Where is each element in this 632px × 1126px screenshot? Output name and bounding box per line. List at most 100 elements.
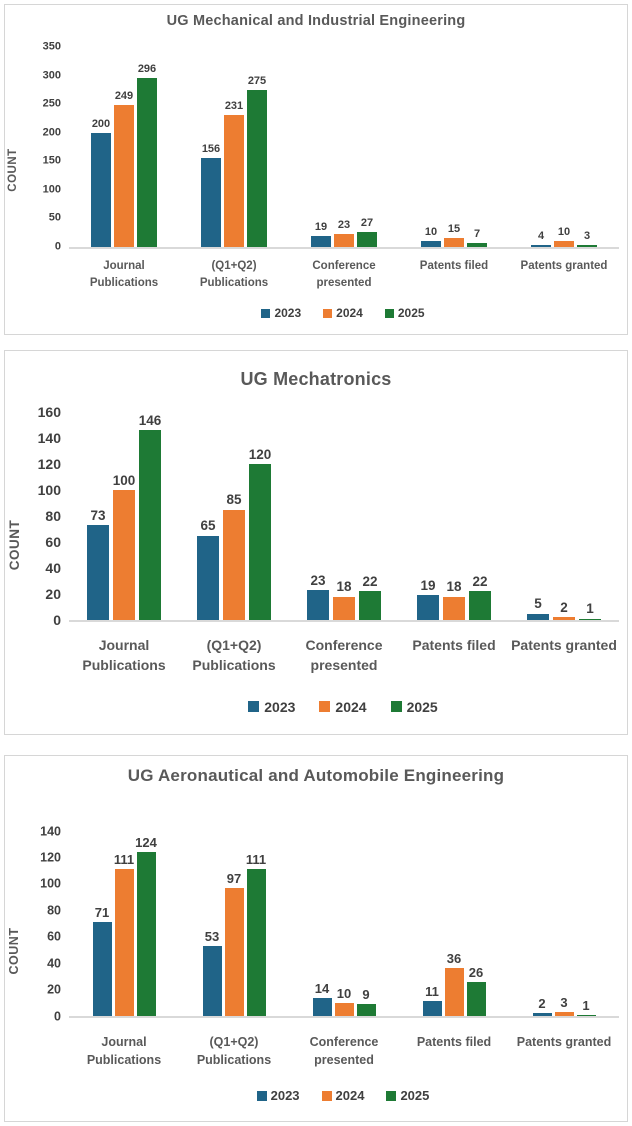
bar-slot-2024: 249 — [114, 90, 134, 247]
chart-panel-mechatronics: UG Mechatronics COUNT 73 100 146 65 85 120 23 1… — [4, 350, 628, 735]
bar-slot-2024: 85 — [223, 493, 245, 620]
bar — [334, 233, 354, 247]
bar-slot-2023: 19 — [417, 579, 439, 620]
legend-label: 2025 — [397, 306, 425, 321]
y-tick-label: 120 — [37, 456, 61, 472]
bar-slot-2025: 124 — [135, 836, 157, 1016]
bar-slot-2024: 15 — [444, 224, 464, 247]
data-label: 71 — [94, 905, 110, 921]
data-label: 19 — [314, 221, 328, 234]
bar — [223, 509, 245, 620]
data-label: 146 — [138, 412, 162, 428]
bar — [201, 157, 221, 247]
bar-slot-2023: 4 — [531, 230, 551, 247]
category-label: Journal Publications — [82, 637, 166, 674]
data-label: 23 — [337, 218, 351, 231]
bar-slot-2024: 100 — [112, 472, 136, 620]
bar-group: 5 2 1 — [509, 414, 619, 620]
bar — [113, 490, 135, 620]
data-label: 1 — [586, 601, 594, 617]
bar-group: 65 85 120 — [179, 414, 289, 620]
legend-item-2025: 2025 — [390, 700, 438, 714]
legend-swatch-icon — [319, 701, 331, 713]
plot-area: 73 100 146 65 85 120 23 18 22 19 18 22 5 2 1 0 20 40 60 80… — [38, 405, 619, 627]
chart-panel-aero-auto: UG Aeronautical and Automobile Engineeri… — [4, 755, 628, 1122]
data-label: 3 — [560, 995, 568, 1011]
data-label: 1 — [582, 997, 590, 1013]
plot-wrap: COUNT 200 249 296 156 231 275 19 23 27 10 15 7 4 10 3 … — [7, 41, 619, 291]
bar-group: 11 36 26 — [399, 833, 509, 1016]
bar-group: 19 23 27 — [289, 49, 399, 247]
bar-slot-2023: 19 — [311, 222, 331, 247]
bar — [554, 1012, 574, 1016]
y-tick-label: 0 — [54, 1008, 61, 1023]
legend-label: 2024 — [336, 306, 363, 321]
bar — [333, 596, 355, 620]
bar-group: 14 10 9 — [289, 833, 399, 1016]
data-label: 65 — [200, 518, 216, 533]
data-label: 5 — [534, 596, 542, 611]
category-label: Patents filed — [416, 1035, 492, 1049]
data-label: 120 — [248, 446, 272, 462]
data-label: 26 — [468, 964, 484, 980]
y-tick-label: 40 — [45, 560, 61, 576]
data-label: 36 — [446, 951, 462, 967]
bar — [247, 89, 267, 247]
data-label: 97 — [226, 870, 242, 886]
bar-slot-2024: 18 — [333, 580, 355, 620]
bar-slot-2025: 3 — [577, 231, 597, 247]
data-label: 100 — [112, 472, 136, 488]
data-label: 53 — [204, 928, 220, 944]
bar-group: 73 100 146 — [69, 414, 179, 620]
y-tick-label: 200 — [42, 126, 61, 139]
legend-label: 2023 — [264, 698, 296, 715]
bar — [249, 464, 271, 620]
data-label: 10 — [557, 226, 571, 239]
bar-slot-2024: 97 — [224, 870, 244, 1016]
chart-title: UG Mechatronics — [240, 369, 392, 389]
chart-title: UG Mechanical and Industrial Engineering — [166, 13, 466, 29]
category-label: Conference presented — [305, 637, 383, 674]
legend-swatch-icon — [321, 1090, 332, 1101]
bar-slot-2023: 53 — [202, 928, 222, 1016]
bar-slot-2025: 7 — [467, 229, 487, 247]
bar — [91, 132, 111, 247]
bar — [553, 617, 575, 620]
category-label: Patents granted — [511, 637, 617, 653]
bar-slot-2025: 27 — [357, 217, 377, 247]
bar-groups: 71 111 124 53 97 111 14 10 9 11 36 26 2 3 1 — [69, 833, 619, 1016]
data-label: 275 — [247, 74, 267, 87]
legend-label: 2023 — [270, 1088, 300, 1104]
bar — [311, 236, 331, 247]
bar — [417, 595, 439, 620]
category-axis-labels: Journal Publications (Q1+Q2) Publications… — [69, 1033, 619, 1069]
bar-slot-2024: 18 — [443, 580, 465, 620]
legend-label: 2023 — [274, 306, 302, 321]
bar-slot-2023: 2 — [532, 997, 552, 1016]
bar-slot-2024: 10 — [554, 227, 574, 247]
data-label: 231 — [224, 100, 244, 112]
bar-slot-2025: 22 — [359, 575, 381, 620]
bar-groups: 200 249 296 156 231 275 19 23 27 10 15 7 4 10 3 — [69, 49, 619, 247]
bar — [246, 869, 266, 1016]
legend-swatch-icon — [323, 308, 333, 318]
bar-slot-2024: 3 — [554, 995, 574, 1016]
y-axis-title: COUNT — [7, 148, 19, 192]
bar-slot-2024: 2 — [553, 601, 575, 620]
bar-group: 23 18 22 — [289, 414, 399, 620]
category-axis-labels: Journal Publications (Q1+Q2) Publications… — [69, 258, 619, 291]
bar-slot-2024: 36 — [444, 951, 464, 1016]
bar-groups: 73 100 146 65 85 120 23 18 22 19 18 22 5 2 1 — [69, 414, 619, 620]
data-label: 19 — [420, 577, 436, 593]
legend-label: 2024 — [335, 1088, 365, 1104]
category-axis-labels: Journal Publications (Q1+Q2) Publications… — [69, 635, 619, 676]
category-label: Patents filed — [412, 637, 496, 653]
category-label: Conference presented — [312, 260, 376, 289]
bar — [444, 238, 464, 247]
legend-item-2025: 2025 — [386, 1089, 429, 1102]
bar-group: 200 249 296 — [69, 49, 179, 247]
bar-slot-2025: 9 — [356, 988, 376, 1016]
y-tick-label: 140 — [40, 823, 61, 838]
bar — [577, 245, 597, 247]
legend-label: 2024 — [335, 698, 367, 715]
